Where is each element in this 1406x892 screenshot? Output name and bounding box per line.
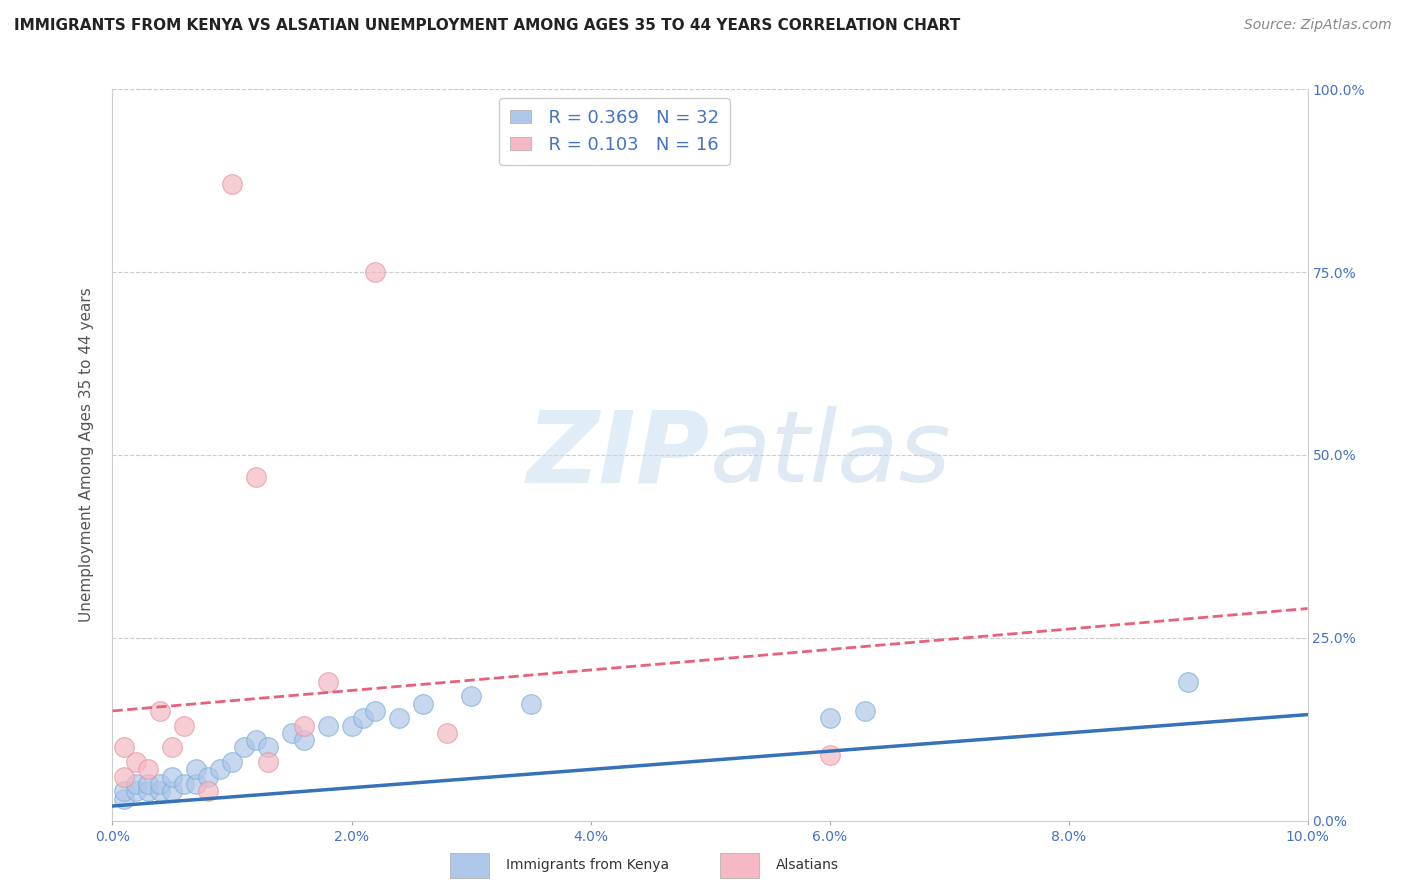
Point — [125, 777, 148, 791]
Point — [388, 711, 411, 725]
Point — [162, 740, 183, 755]
Point — [221, 755, 243, 769]
Point — [316, 718, 339, 732]
Point — [281, 726, 304, 740]
Point — [125, 755, 148, 769]
Point — [138, 763, 160, 777]
Point — [138, 777, 160, 791]
Point — [114, 791, 135, 805]
Point — [149, 777, 172, 791]
Point — [292, 733, 315, 747]
Point — [245, 470, 267, 484]
Point — [412, 697, 434, 711]
Legend:   R = 0.369   N = 32,   R = 0.103   N = 16: R = 0.369 N = 32, R = 0.103 N = 16 — [499, 98, 730, 165]
Point — [162, 770, 183, 784]
Point — [114, 740, 135, 755]
Point — [353, 711, 375, 725]
Y-axis label: Unemployment Among Ages 35 to 44 years: Unemployment Among Ages 35 to 44 years — [79, 287, 94, 623]
Point — [173, 718, 195, 732]
Text: Alsatians: Alsatians — [776, 858, 839, 872]
Point — [520, 697, 543, 711]
Point — [364, 265, 387, 279]
Point — [233, 740, 256, 755]
Point — [292, 718, 315, 732]
Point — [162, 784, 183, 798]
Text: Source: ZipAtlas.com: Source: ZipAtlas.com — [1244, 18, 1392, 32]
Point — [340, 718, 363, 732]
Point — [257, 755, 280, 769]
Point — [125, 784, 148, 798]
Point — [149, 784, 172, 798]
Point — [436, 726, 458, 740]
Point — [149, 704, 172, 718]
Point — [221, 178, 243, 192]
Point — [209, 763, 232, 777]
Point — [316, 674, 339, 689]
Text: Immigrants from Kenya: Immigrants from Kenya — [506, 858, 669, 872]
Point — [197, 770, 219, 784]
Point — [855, 704, 877, 718]
Point — [460, 690, 482, 704]
Point — [257, 740, 280, 755]
Point — [245, 733, 267, 747]
Point — [114, 770, 135, 784]
Point — [114, 784, 135, 798]
Point — [818, 711, 841, 725]
FancyBboxPatch shape — [720, 853, 759, 878]
Point — [186, 763, 208, 777]
Point — [818, 747, 841, 762]
Point — [173, 777, 195, 791]
Point — [138, 784, 160, 798]
Point — [186, 777, 208, 791]
Text: IMMIGRANTS FROM KENYA VS ALSATIAN UNEMPLOYMENT AMONG AGES 35 TO 44 YEARS CORRELA: IMMIGRANTS FROM KENYA VS ALSATIAN UNEMPL… — [14, 18, 960, 33]
FancyBboxPatch shape — [450, 853, 489, 878]
Text: atlas: atlas — [710, 407, 952, 503]
Point — [197, 784, 219, 798]
Text: ZIP: ZIP — [527, 407, 710, 503]
Point — [364, 704, 387, 718]
Point — [1177, 674, 1199, 689]
